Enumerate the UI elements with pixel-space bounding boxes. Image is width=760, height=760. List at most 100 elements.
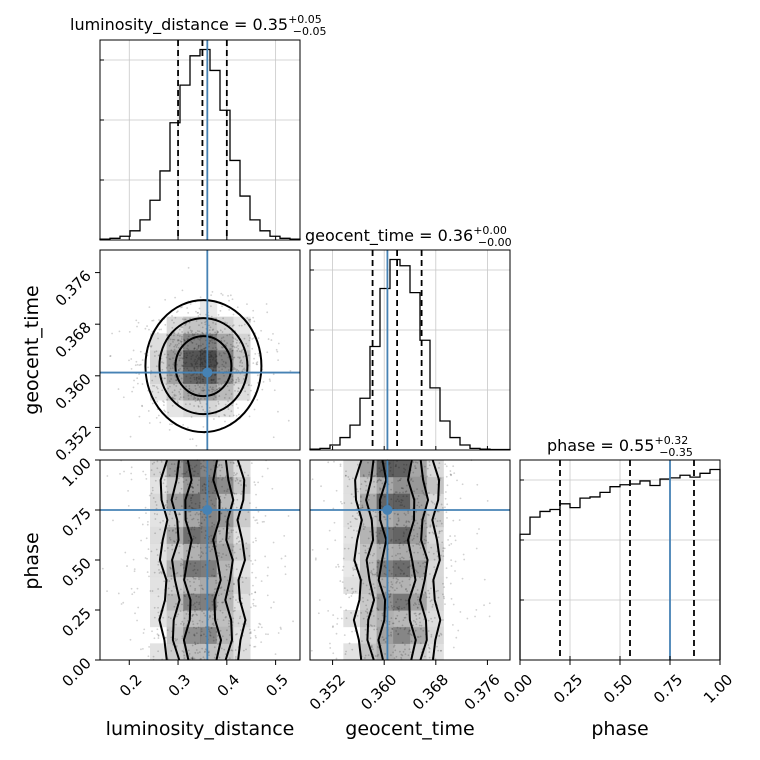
sample-point: [232, 545, 235, 548]
sample-point: [218, 541, 221, 543]
sample-point: [214, 331, 217, 334]
sample-point: [249, 637, 252, 639]
sample-point: [197, 405, 200, 408]
sample-point: [336, 623, 339, 625]
sample-point: [253, 481, 256, 484]
sample-point: [159, 421, 162, 424]
sample-point: [193, 565, 196, 567]
sample-point: [423, 538, 426, 541]
sample-point: [366, 612, 369, 615]
sample-point: [179, 357, 182, 360]
sample-point: [388, 595, 391, 598]
sample-point: [430, 617, 432, 620]
sample-point: [178, 513, 181, 516]
sample-point: [214, 540, 217, 543]
density-cell: [393, 493, 411, 511]
density-cell: [200, 510, 218, 528]
sample-point: [244, 484, 247, 486]
sample-point: [188, 510, 191, 513]
sample-point: [221, 358, 223, 361]
sample-point: [214, 323, 217, 326]
sample-point: [218, 656, 221, 659]
sample-point: [197, 398, 200, 400]
sample-point: [419, 576, 421, 579]
sample-point: [442, 595, 445, 598]
sample-point: [393, 512, 396, 515]
sample-point: [252, 598, 255, 601]
sample-point: [152, 497, 155, 499]
sample-point: [196, 545, 199, 548]
sample-point: [398, 605, 401, 608]
sample-point: [172, 351, 175, 353]
sample-point: [198, 358, 201, 361]
sample-point: [223, 648, 226, 651]
sample-point: [430, 599, 433, 602]
sample-point: [331, 626, 334, 629]
sample-point: [211, 350, 213, 353]
sample-point: [217, 387, 220, 390]
sample-point: [173, 463, 176, 465]
sample-point: [211, 492, 214, 494]
sample-point: [348, 478, 351, 481]
sample-point: [192, 623, 195, 626]
sample-point: [230, 393, 233, 395]
sample-point: [255, 506, 258, 509]
sample-point: [204, 366, 207, 369]
sample-point: [163, 401, 165, 404]
sample-point: [138, 373, 141, 375]
density-cell: [410, 460, 428, 478]
sample-point: [396, 523, 399, 526]
sample-point: [212, 575, 215, 577]
sample-point: [191, 613, 194, 616]
sample-point: [210, 534, 213, 537]
sample-point: [373, 494, 376, 497]
sample-point: [179, 388, 182, 391]
sample-point: [193, 366, 196, 369]
sample-point: [247, 511, 250, 514]
sample-point: [416, 598, 419, 601]
sample-point: [438, 532, 441, 535]
sample-point: [241, 581, 244, 584]
sample-point: [388, 620, 391, 623]
sample-point: [412, 545, 415, 547]
sample-point: [255, 363, 258, 366]
sample-point: [364, 545, 367, 548]
sample-point: [182, 651, 185, 653]
sample-point: [428, 531, 431, 534]
sample-point: [204, 597, 207, 600]
sample-point: [388, 589, 391, 592]
sample-point: [362, 596, 364, 599]
sample-point: [249, 628, 251, 631]
sample-point: [204, 486, 207, 489]
sample-point: [435, 525, 438, 527]
sample-point: [242, 368, 245, 371]
sample-point: [396, 614, 399, 617]
sample-point: [189, 352, 191, 354]
sample-point: [248, 632, 251, 635]
sample-point: [156, 633, 159, 636]
sample-point: [193, 634, 196, 637]
sample-point: [210, 354, 213, 357]
sample-point: [245, 547, 248, 550]
sample-point: [231, 549, 234, 552]
sample-point: [371, 561, 374, 564]
sample-point: [202, 378, 204, 381]
sample-point: [413, 524, 416, 527]
sample-point: [337, 565, 340, 568]
sample-point: [350, 525, 352, 528]
sample-point: [204, 537, 206, 539]
sample-point: [233, 367, 235, 369]
sample-point: [171, 594, 173, 596]
sample-point: [234, 656, 237, 658]
frame-2d: [99, 249, 301, 451]
sample-point: [214, 356, 217, 358]
sample-point: [396, 607, 399, 610]
sample-point: [409, 565, 412, 568]
sample-point: [167, 353, 170, 356]
density-cell: [393, 610, 411, 628]
sample-point: [461, 577, 464, 580]
sample-point: [392, 609, 395, 611]
sample-point: [370, 570, 373, 572]
sample-point: [232, 324, 235, 327]
density-cell: [166, 493, 184, 511]
